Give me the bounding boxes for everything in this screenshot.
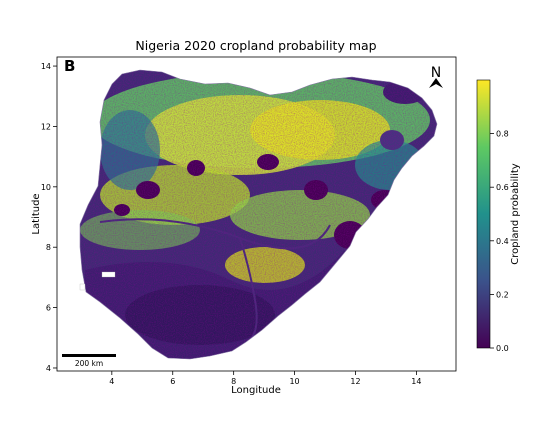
north-arrow: N [429, 65, 443, 88]
colorbar-tick-label: 0.6 [496, 183, 509, 192]
colorbar: 0.0 0.2 0.4 0.6 0.8 Cropland probability [476, 79, 521, 353]
x-tick-label: 10 [289, 377, 299, 386]
y-axis-ticks: 4 6 8 10 12 14 [41, 62, 57, 373]
water-body-mark [101, 271, 116, 278]
colorbar-tick-label: 0.0 [496, 344, 509, 353]
north-label: N [431, 65, 441, 81]
colorbar-ticks: 0.0 0.2 0.4 0.6 0.8 [490, 130, 509, 353]
scale-bar-line [62, 354, 116, 357]
x-axis-label: Longitude [231, 385, 281, 396]
colorbar-tick-label: 0.4 [496, 237, 509, 246]
water-body-mark [79, 283, 86, 291]
colorbar-label: Cropland probability [510, 163, 521, 265]
scale-bar-label: 200 km [75, 359, 103, 368]
y-tick-label: 8 [46, 243, 51, 252]
x-axis-ticks: 4 6 8 10 12 14 [109, 371, 421, 386]
y-tick-label: 10 [41, 183, 51, 192]
panel-label: B [64, 57, 75, 75]
y-tick-label: 12 [41, 122, 51, 131]
colorbar-tick-label: 0.2 [496, 290, 509, 299]
plot-area-frame [56, 56, 457, 372]
x-tick-label: 6 [170, 377, 175, 386]
map-title: Nigeria 2020 cropland probability map [135, 38, 376, 53]
colorbar-gradient [476, 79, 491, 349]
y-tick-label: 14 [41, 62, 51, 71]
x-tick-label: 12 [350, 377, 360, 386]
x-tick-label: 4 [109, 377, 114, 386]
y-tick-label: 4 [46, 364, 51, 373]
x-tick-label: 8 [231, 377, 236, 386]
scale-bar: 200 km [62, 354, 116, 368]
cropland-probability-raster [80, 70, 437, 359]
colorbar-tick-label: 0.8 [496, 130, 509, 139]
y-tick-label: 6 [46, 304, 51, 313]
north-arrow-icon [429, 78, 443, 88]
y-axis-label: Latitude [31, 193, 42, 234]
x-tick-label: 14 [411, 377, 421, 386]
